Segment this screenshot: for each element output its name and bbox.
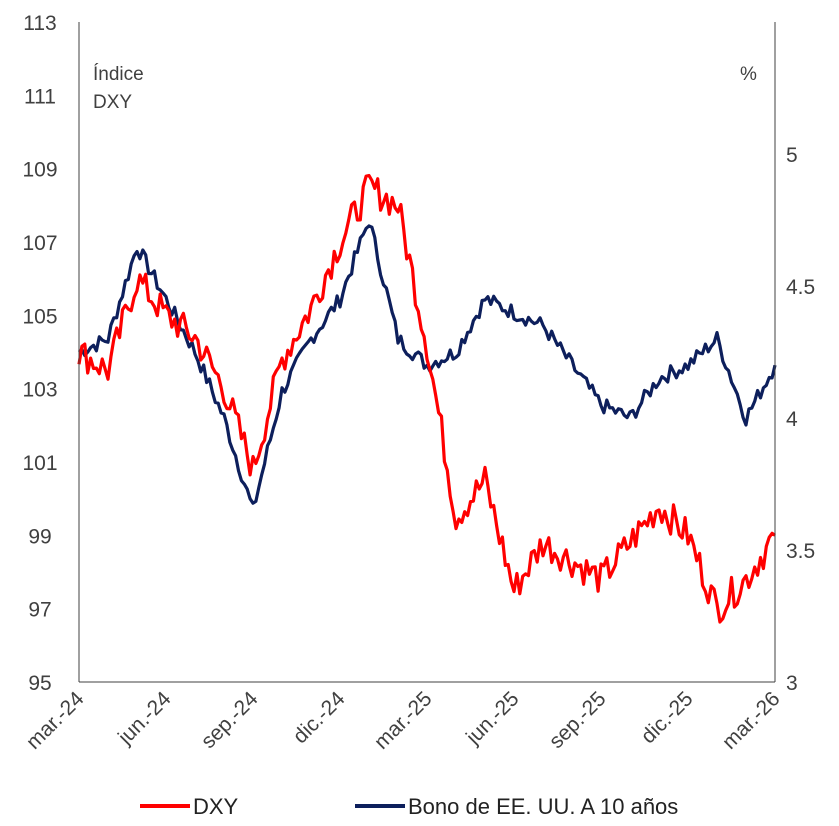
x-tick-label: mar.-26: [718, 687, 785, 754]
left-axis-unit-line2: DXY: [93, 92, 132, 113]
left-tick-label: 99: [28, 525, 51, 548]
right-tick-label: 3.5: [786, 540, 815, 563]
x-tick-label: mar.-25: [370, 687, 437, 754]
left-tick-label: 97: [28, 599, 51, 622]
left-tick-label: 103: [22, 379, 57, 402]
series-line-0: [77, 173, 776, 624]
left-tick-label: 105: [22, 305, 57, 328]
x-axis-ticks: mar.-24 jun.-24 sep.-24 dic.-24 mar.-25 jun.-…: [22, 687, 785, 754]
left-tick-label: 101: [22, 452, 57, 475]
right-tick-label: 4.5: [786, 276, 815, 299]
x-tick-label: jun.-25: [461, 687, 523, 749]
left-tick-label: 113: [23, 12, 56, 35]
left-axis-ticks: 95 97 99 101 103 105 107 109 111 113: [22, 12, 57, 695]
right-axis-unit: %: [740, 64, 757, 85]
right-tick-label: 4: [786, 408, 798, 431]
left-tick-label: 111: [24, 85, 56, 108]
left-tick-label: 95: [28, 672, 51, 695]
series-layer: [77, 173, 777, 624]
left-tick-label: 107: [22, 232, 57, 255]
legend-label-bond: Bono de EE. UU. A 10 años: [408, 794, 678, 819]
x-tick-label: mar.-24: [22, 687, 89, 754]
x-tick-label: sep.-25: [545, 687, 611, 753]
x-tick-label: dic.-25: [637, 687, 698, 748]
x-tick-label: jun.-24: [113, 687, 176, 750]
legend: DXY Bono de EE. UU. A 10 años: [140, 794, 678, 819]
left-tick-label: 109: [22, 159, 57, 182]
right-axis-ticks: 3 3.5 4 4.5 5: [786, 144, 815, 695]
right-tick-label: 3: [786, 672, 798, 695]
legend-label-dxy: DXY: [193, 794, 239, 819]
right-tick-label: 5: [786, 144, 798, 167]
left-axis-unit-line1: Índice: [93, 64, 144, 85]
x-tick-label: sep.-24: [197, 687, 263, 753]
x-tick-label: dic.-24: [289, 687, 350, 748]
